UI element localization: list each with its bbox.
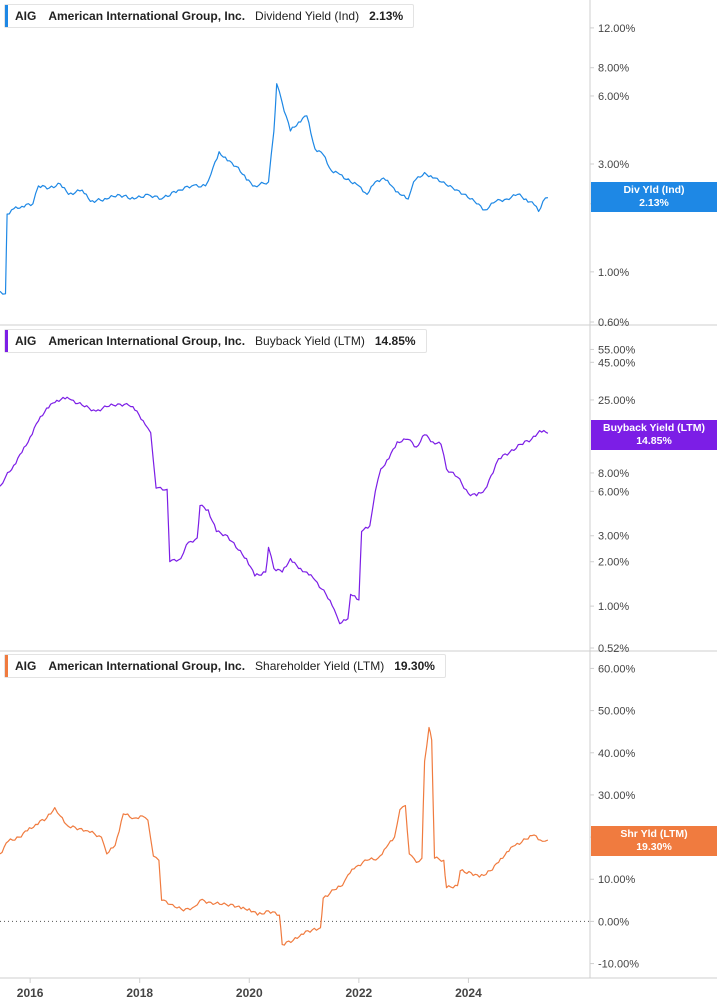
y-tick-label: 3.00% <box>598 531 629 543</box>
y-tick-label: 2.00% <box>598 557 629 569</box>
tag-label: Buyback Yield (LTM) <box>603 422 705 434</box>
y-tick-label: 40.00% <box>598 748 636 760</box>
y-tick-label: 12.00% <box>598 23 636 35</box>
legend-metric: Buyback Yield (LTM) <box>255 334 365 348</box>
legend-value: 14.85% <box>374 334 416 348</box>
y-tick-label: 8.00% <box>598 63 629 75</box>
x-tick-label: 2016 <box>17 986 44 1000</box>
y-tick-label: 45.00% <box>598 357 636 369</box>
legend-company: American International Group, Inc. <box>48 334 246 348</box>
y-tick-label: 55.00% <box>598 344 636 356</box>
y-tick-label: 0.60% <box>598 317 629 329</box>
tag-value: 19.30% <box>636 841 672 853</box>
tag-label: Shr Yld (LTM) <box>620 828 688 840</box>
legend-ticker: AIG <box>15 659 37 673</box>
y-tick-label: 6.00% <box>598 486 629 498</box>
x-tick-label: 2024 <box>455 986 482 1000</box>
y-tick-label: 0.52% <box>598 643 629 655</box>
y-tick-label: -10.00% <box>598 959 639 971</box>
x-tick-label: 2020 <box>236 986 263 1000</box>
legend-company: American International Group, Inc. <box>48 9 246 23</box>
y-tick-label: 6.00% <box>598 91 629 103</box>
legend-dividend-yield[interactable]: AIG American International Group, Inc. D… <box>4 4 415 28</box>
legend-swatch-dividend <box>5 5 8 27</box>
y-tick-label: 3.00% <box>598 159 629 171</box>
legend-value: 19.30% <box>394 659 435 673</box>
legend-swatch-shareholder <box>5 655 8 677</box>
last-value-tag-buyback: Buyback Yield (LTM) 14.85% <box>591 420 717 450</box>
legend-swatch-buyback <box>5 330 8 352</box>
y-tick-label: 1.00% <box>598 267 629 279</box>
y-tick-label: 50.00% <box>598 706 636 718</box>
y-tick-label: 30.00% <box>598 790 636 802</box>
legend-value: 2.13% <box>369 9 404 23</box>
y-tick-label: 8.00% <box>598 468 629 480</box>
series-line-buyback <box>0 396 549 625</box>
y-tick-label: 60.00% <box>598 663 636 675</box>
last-value-tag-shareholder: Shr Yld (LTM) 19.30% <box>591 826 717 856</box>
series-line-shareholder <box>0 726 549 946</box>
legend-metric: Dividend Yield (Ind) <box>255 9 360 23</box>
legend-ticker: AIG <box>15 9 37 23</box>
y-tick-label: 25.00% <box>598 395 636 407</box>
x-tick-label: 2022 <box>346 986 373 1000</box>
legend-buyback-yield[interactable]: AIG American International Group, Inc. B… <box>4 329 427 353</box>
tag-value: 2.13% <box>639 197 669 209</box>
series-line-div <box>0 83 548 295</box>
tag-label: Div Yld (Ind) <box>623 184 685 196</box>
tag-value: 14.85% <box>636 435 672 447</box>
legend-company: American International Group, Inc. <box>48 659 246 673</box>
last-value-tag-dividend: Div Yld (Ind) 2.13% <box>591 182 717 212</box>
y-tick-label: 1.00% <box>598 601 629 613</box>
y-tick-label: 10.00% <box>598 874 636 886</box>
legend-ticker: AIG <box>15 334 37 348</box>
legend-metric: Shareholder Yield (LTM) <box>255 659 385 673</box>
legend-shareholder-yield[interactable]: AIG American International Group, Inc. S… <box>4 654 446 678</box>
y-tick-label: 0.00% <box>598 916 629 928</box>
x-tick-label: 2018 <box>126 986 153 1000</box>
